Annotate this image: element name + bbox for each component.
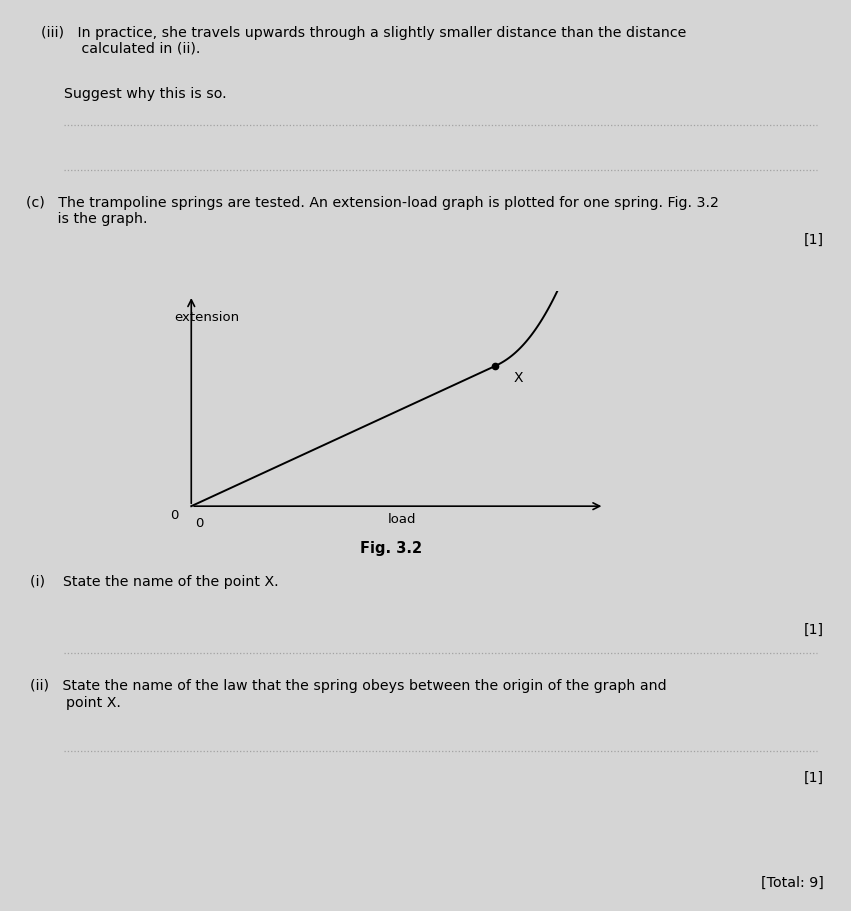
Text: Fig. 3.2: Fig. 3.2 [360, 540, 423, 555]
Text: (ii)   State the name of the law that the spring obeys between the origin of the: (ii) State the name of the law that the … [30, 679, 666, 709]
Text: extension: extension [174, 311, 239, 323]
Text: 0: 0 [196, 517, 204, 529]
Text: (iii)   In practice, she travels upwards through a slightly smaller distance tha: (iii) In practice, she travels upwards t… [41, 26, 686, 56]
Text: [1]: [1] [803, 622, 824, 636]
Text: 0: 0 [170, 508, 179, 522]
Text: [1]: [1] [803, 232, 824, 246]
Text: X: X [514, 371, 523, 384]
Text: (i)    State the name of the point X.: (i) State the name of the point X. [30, 574, 278, 588]
Text: load: load [388, 512, 416, 525]
Text: [1]: [1] [803, 770, 824, 783]
Text: (c)   The trampoline springs are tested. An extension-load graph is plotted for : (c) The trampoline springs are tested. A… [26, 196, 718, 226]
Text: Suggest why this is so.: Suggest why this is so. [64, 87, 226, 100]
Text: [Total: 9]: [Total: 9] [761, 875, 824, 888]
